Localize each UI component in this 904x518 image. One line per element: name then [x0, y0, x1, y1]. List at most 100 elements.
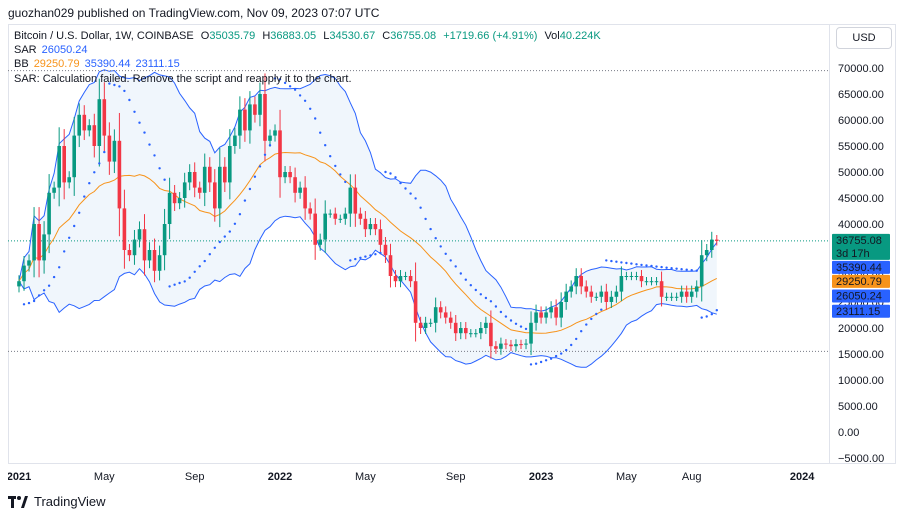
sar-dot: [148, 143, 151, 146]
candle-body: [459, 328, 463, 334]
candle-body: [428, 322, 433, 324]
sar-dot: [298, 94, 302, 97]
currency-button[interactable]: USD: [836, 27, 892, 49]
sar-dot: [283, 81, 287, 85]
sar-dot: [278, 78, 282, 81]
sar-dot: [474, 288, 477, 292]
candle-body: [574, 276, 578, 287]
sar-dot: [223, 235, 226, 238]
sar-dot: [113, 83, 116, 87]
candle-body: [704, 250, 709, 256]
sar-dot: [339, 173, 342, 176]
candle-body: [223, 166, 227, 183]
price-tick-label: 0.00: [838, 427, 859, 439]
candle-body: [343, 213, 348, 219]
candle-body: [283, 172, 287, 178]
price-label-text: 26050.24: [836, 291, 882, 303]
sar-dot: [118, 85, 121, 88]
sar-dot: [705, 315, 708, 318]
candle-body: [383, 244, 388, 256]
sar-dot: [193, 270, 196, 273]
sar-dot: [344, 180, 347, 184]
price-label-box: [832, 289, 890, 303]
sar-dot: [665, 266, 668, 269]
candle-body: [464, 328, 468, 334]
sar-dot: [519, 325, 523, 328]
sar-dot: [424, 217, 427, 221]
candle-body: [639, 276, 644, 282]
candle-body: [263, 94, 267, 141]
sar-dot: [610, 259, 613, 263]
candle-body: [373, 224, 378, 230]
sar-dot: [414, 197, 417, 200]
sar-dot: [444, 252, 447, 255]
sar-dot: [615, 260, 618, 263]
candle-body: [208, 166, 212, 183]
legend-open-value: 35035.79: [209, 30, 256, 42]
legend-change: +1719.66 (+4.91%): [443, 30, 538, 42]
price-tick-label: 20000.00: [838, 323, 884, 335]
candle-body: [137, 229, 142, 240]
legend-bb-label: BB: [14, 58, 29, 70]
sar-dot: [409, 192, 412, 195]
sar-dot: [108, 82, 111, 85]
legend-high-value: 36883.05: [270, 30, 317, 42]
candle-body: [438, 307, 443, 313]
candle-body: [17, 281, 21, 287]
sar-dot: [625, 261, 628, 265]
sar-dot: [273, 77, 277, 80]
candlestick-chart[interactable]: 2021 May Sep 2022 May Sep 2023 May Aug 2024: [8, 24, 830, 494]
candle-body: [167, 192, 172, 224]
legend-close-label: C: [382, 30, 391, 42]
sar-dot: [685, 268, 688, 271]
time-tick-label: Sep: [185, 471, 205, 483]
sar-dot: [514, 322, 518, 325]
sar-dot: [73, 224, 76, 228]
sar-dot: [309, 107, 312, 111]
price-tick-label: 70000.00: [838, 63, 884, 75]
candle-body: [27, 260, 31, 266]
sar-dot: [329, 155, 332, 158]
candle-body: [443, 312, 448, 318]
price-axis[interactable]: [830, 24, 896, 464]
candle-body: [564, 291, 568, 302]
candle-body: [112, 140, 117, 162]
sar-dot: [93, 171, 96, 174]
candle-body: [127, 250, 132, 256]
candle-body: [177, 198, 182, 204]
sar-dot: [123, 89, 126, 93]
sar-dot: [303, 99, 307, 103]
sar-dot: [354, 257, 357, 261]
sar-dot: [63, 250, 66, 253]
candle-body: [32, 224, 36, 261]
legend-symbol[interactable]: Bitcoin / U.S. Dollar, 1W, COINBASE: [14, 30, 194, 42]
candle-body: [599, 291, 604, 297]
tradingview-logo[interactable]: TradingView: [8, 494, 106, 509]
sar-dot: [640, 263, 643, 267]
sar-dot: [544, 359, 548, 362]
legend-sar-row[interactable]: SAR 26050.24: [14, 44, 88, 56]
candle-body: [504, 343, 508, 345]
bb-upper-line: [18, 69, 718, 312]
sar-dot: [650, 264, 653, 268]
candle-body: [147, 250, 152, 261]
legend-bb-row[interactable]: BB 29250.79 35390.44 23111.15: [14, 58, 180, 70]
candle-body: [42, 234, 46, 261]
publish-line: guozhan029 published on TradingView.com,…: [8, 6, 380, 20]
candle-body: [388, 255, 393, 276]
sar-dot: [695, 269, 698, 272]
sar-dot: [620, 261, 623, 264]
sar-dot: [364, 255, 367, 258]
price-tick-label: 50000.00: [838, 167, 884, 179]
candle-body: [62, 146, 66, 183]
sar-dot: [263, 153, 267, 156]
time-tick-label: May: [355, 471, 376, 483]
sar-dot: [660, 265, 663, 269]
candle-body: [684, 291, 689, 297]
legend-symbol-row: Bitcoin / U.S. Dollar, 1W, COINBASE O350…: [14, 30, 601, 42]
chart-pane[interactable]: [8, 24, 830, 464]
candle-body: [92, 125, 97, 146]
price-label-text: 35390.44: [836, 262, 882, 274]
candle-body: [469, 333, 473, 335]
candle-body: [353, 187, 358, 214]
